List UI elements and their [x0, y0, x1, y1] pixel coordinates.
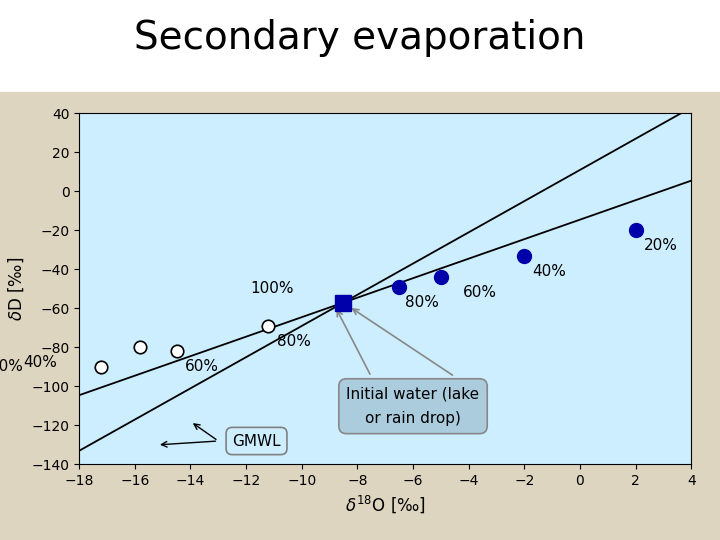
Text: Secondary evaporation: Secondary evaporation [135, 19, 585, 57]
Text: Initial water (lake
or rain drop): Initial water (lake or rain drop) [346, 387, 480, 426]
Text: 100%: 100% [250, 281, 294, 296]
Text: 40%: 40% [24, 355, 58, 370]
X-axis label: $\delta^{18}$O [‰]: $\delta^{18}$O [‰] [345, 494, 426, 515]
Text: 20%: 20% [644, 238, 678, 253]
Y-axis label: $\delta$D [‰]: $\delta$D [‰] [6, 257, 26, 321]
Text: 80%: 80% [276, 334, 310, 349]
Text: 40%: 40% [533, 264, 567, 279]
Text: GMWL: GMWL [233, 434, 281, 449]
Text: 80%: 80% [405, 295, 438, 310]
Text: 60%: 60% [463, 285, 497, 300]
Text: 60%: 60% [185, 359, 219, 374]
Text: 20%: 20% [0, 359, 24, 374]
